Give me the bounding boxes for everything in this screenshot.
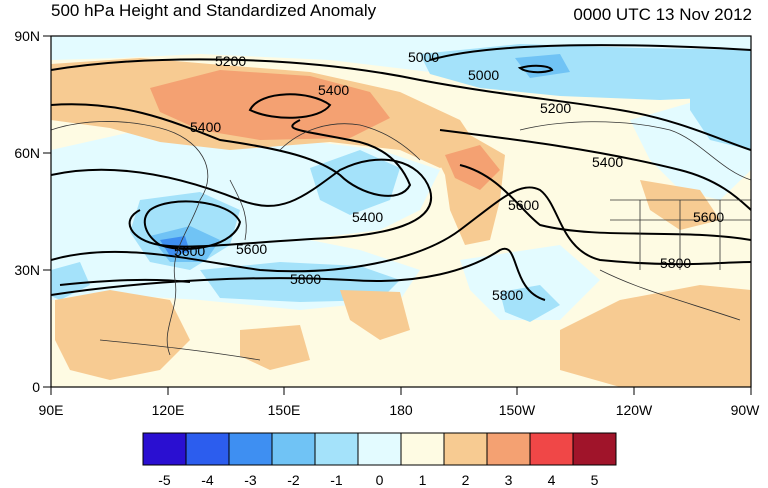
- valid-time: 0000 UTC 13 Nov 2012: [573, 5, 752, 24]
- colorbar-label: 5: [591, 472, 599, 488]
- lon-tick-150w: 150W: [499, 402, 536, 418]
- longitude-axis: 90E 120E 150E 180 150W 120W 90W: [39, 387, 761, 418]
- contour-label-5200-a: 5200: [215, 53, 246, 69]
- contour-label-5400-b: 5400: [190, 119, 221, 135]
- colorbar-label: -3: [244, 472, 257, 488]
- colorbar-swatch: [228, 432, 273, 466]
- colorbar-swatch: [142, 432, 187, 466]
- colorbar-swatch: [529, 432, 574, 466]
- contour-label-5400-d: 5400: [592, 154, 623, 170]
- contour-label-5200-b: 5200: [540, 100, 571, 116]
- coastlines: [51, 121, 751, 361]
- contour-label-5800-c: 5800: [660, 255, 691, 271]
- colorbar-swatch: [271, 432, 316, 466]
- lat-tick-90n: 90N: [14, 28, 40, 44]
- colorbar-swatch: [357, 432, 402, 466]
- anomaly-shading: [51, 36, 751, 387]
- contour-labels: 5000 5000 5200 5200 5400 5400 5400 5400 …: [174, 49, 724, 303]
- lon-tick-120w: 120W: [616, 402, 653, 418]
- contour-label-5000-b: 5000: [468, 67, 499, 83]
- colorbar-label: -2: [287, 472, 300, 488]
- contour-inner-low: [143, 200, 242, 250]
- colorbar-swatch: [400, 432, 445, 466]
- lon-tick-150e: 150E: [268, 402, 301, 418]
- contour-5600-east: [459, 164, 751, 241]
- colorbar-label: 0: [376, 472, 384, 488]
- contour-label-5600-a: 5600: [174, 243, 205, 259]
- contour-5800: [51, 186, 751, 273]
- contour-label-5800-a: 5800: [290, 271, 321, 287]
- map-title: 500 hPa Height and Standardized Anomaly: [51, 1, 377, 20]
- latitude-axis: 90N 60N 30N 0: [14, 28, 51, 395]
- contour-5200: [51, 58, 751, 151]
- lat-tick-60n: 60N: [14, 145, 40, 161]
- contour-label-5600-c: 5600: [508, 197, 539, 213]
- colorbar: -5 -4 -3 -2 -1 0 1 2 3 4 5: [142, 432, 617, 488]
- lat-tick-30n: 30N: [14, 262, 40, 278]
- contour-label-5800-b: 5800: [492, 287, 523, 303]
- contour-5000-loop: [517, 64, 554, 74]
- colorbar-swatch: [185, 432, 230, 466]
- contour-5000-north: [429, 44, 751, 61]
- contour-5800-low: [59, 278, 191, 286]
- lon-tick-180: 180: [389, 402, 413, 418]
- lat-tick-0: 0: [32, 379, 40, 395]
- colorbar-label: -4: [201, 472, 214, 488]
- colorbar-label: -1: [330, 472, 343, 488]
- colorbar-label: -5: [158, 472, 171, 488]
- colorbar-label: 4: [548, 472, 556, 488]
- contour-label-5000-a: 5000: [408, 49, 439, 65]
- colorbar-swatch: [572, 432, 617, 466]
- contour-5400-loop: [248, 93, 332, 119]
- contour-label-5600-b: 5600: [236, 241, 267, 257]
- colorbar-swatch: [486, 432, 531, 466]
- contour-label-5400-a: 5400: [318, 82, 349, 98]
- contour-label-5400-c: 5400: [352, 209, 383, 225]
- contour-5600: [51, 158, 433, 248]
- lon-tick-90e: 90E: [39, 402, 64, 418]
- colorbar-label: 2: [462, 472, 470, 488]
- height-contours: [51, 44, 751, 301]
- colorbar-swatch: [314, 432, 359, 466]
- contour-5400-east: [439, 129, 751, 211]
- contour-5800-south: [51, 247, 546, 301]
- lon-tick-120e: 120E: [152, 402, 185, 418]
- contour-5400-main: [51, 103, 412, 197]
- colorbar-label: 1: [419, 472, 427, 488]
- colorbar-label: 3: [505, 472, 513, 488]
- lon-tick-90w: 90W: [731, 402, 761, 418]
- contour-label-5600-d: 5600: [693, 209, 724, 225]
- colorbar-swatch: [443, 432, 488, 466]
